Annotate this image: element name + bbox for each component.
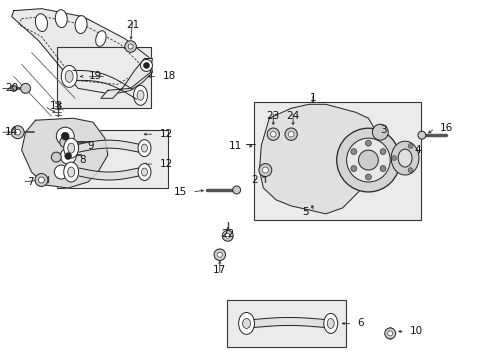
- Ellipse shape: [138, 163, 151, 180]
- Ellipse shape: [63, 162, 79, 182]
- Ellipse shape: [326, 319, 334, 328]
- Ellipse shape: [138, 140, 151, 157]
- Text: 21: 21: [126, 19, 139, 30]
- Text: 23: 23: [266, 111, 279, 121]
- Circle shape: [61, 132, 69, 140]
- Text: 24: 24: [286, 111, 299, 121]
- Circle shape: [350, 149, 356, 154]
- Ellipse shape: [390, 141, 418, 175]
- Circle shape: [214, 249, 225, 261]
- Circle shape: [54, 165, 68, 179]
- Polygon shape: [101, 58, 152, 98]
- Ellipse shape: [137, 90, 143, 100]
- Text: 8: 8: [79, 155, 85, 165]
- Ellipse shape: [141, 144, 147, 152]
- Circle shape: [15, 129, 20, 135]
- Bar: [57, 130, 167, 188]
- Text: 12: 12: [159, 129, 172, 139]
- Text: 1: 1: [309, 93, 316, 103]
- Circle shape: [365, 140, 370, 146]
- Ellipse shape: [323, 314, 337, 333]
- Polygon shape: [12, 9, 152, 94]
- Circle shape: [56, 127, 74, 145]
- Circle shape: [60, 148, 76, 164]
- Polygon shape: [259, 104, 378, 214]
- Circle shape: [259, 163, 271, 176]
- Text: 14: 14: [5, 127, 18, 137]
- Text: 13: 13: [49, 101, 62, 111]
- Circle shape: [350, 166, 356, 171]
- Ellipse shape: [67, 167, 75, 177]
- Bar: [226, 300, 345, 347]
- Text: 12: 12: [159, 159, 172, 169]
- Ellipse shape: [141, 168, 147, 176]
- Polygon shape: [21, 118, 108, 188]
- Circle shape: [39, 177, 44, 183]
- Ellipse shape: [35, 14, 47, 31]
- Circle shape: [11, 85, 17, 91]
- Ellipse shape: [63, 138, 79, 158]
- Ellipse shape: [133, 85, 147, 105]
- Circle shape: [285, 128, 297, 140]
- Ellipse shape: [242, 319, 250, 328]
- Text: 5: 5: [302, 207, 308, 217]
- Circle shape: [266, 128, 279, 140]
- Text: 11: 11: [228, 141, 241, 151]
- Circle shape: [288, 131, 293, 137]
- Circle shape: [60, 137, 71, 148]
- Circle shape: [391, 156, 396, 161]
- Circle shape: [417, 131, 425, 139]
- Bar: [57, 46, 151, 108]
- Text: 17: 17: [213, 265, 226, 275]
- Circle shape: [384, 328, 395, 339]
- Text: 4: 4: [413, 145, 420, 155]
- Text: 15: 15: [174, 187, 187, 197]
- Text: 20: 20: [5, 84, 18, 93]
- Circle shape: [379, 149, 385, 154]
- Text: 22: 22: [221, 229, 234, 239]
- Circle shape: [64, 153, 72, 159]
- Circle shape: [262, 167, 268, 173]
- Circle shape: [128, 44, 133, 49]
- Ellipse shape: [96, 31, 106, 46]
- Circle shape: [225, 233, 230, 238]
- Ellipse shape: [65, 71, 73, 82]
- Circle shape: [51, 152, 61, 162]
- Circle shape: [222, 230, 233, 241]
- Bar: [254, 102, 420, 220]
- Ellipse shape: [75, 15, 87, 33]
- Circle shape: [11, 126, 24, 139]
- Circle shape: [336, 128, 399, 192]
- Ellipse shape: [61, 66, 77, 87]
- Circle shape: [372, 124, 387, 140]
- Circle shape: [407, 168, 412, 173]
- Circle shape: [140, 59, 152, 71]
- Ellipse shape: [67, 143, 75, 153]
- Circle shape: [365, 174, 370, 180]
- Circle shape: [217, 252, 222, 257]
- Text: 3: 3: [380, 125, 386, 135]
- Circle shape: [124, 41, 136, 52]
- Circle shape: [270, 131, 276, 137]
- Text: 16: 16: [439, 123, 452, 133]
- Text: 6: 6: [357, 319, 364, 328]
- Circle shape: [379, 166, 385, 171]
- Circle shape: [407, 144, 412, 148]
- Circle shape: [35, 174, 48, 186]
- Ellipse shape: [238, 312, 254, 334]
- Circle shape: [358, 150, 378, 170]
- Text: 19: 19: [89, 71, 102, 81]
- Circle shape: [143, 62, 149, 68]
- Text: 18: 18: [162, 71, 175, 81]
- Circle shape: [232, 186, 240, 194]
- Circle shape: [20, 84, 30, 93]
- Circle shape: [387, 331, 392, 336]
- Text: 2: 2: [250, 175, 257, 185]
- Text: 9: 9: [87, 141, 94, 151]
- Text: 7: 7: [27, 177, 34, 187]
- Text: 10: 10: [409, 327, 422, 336]
- Ellipse shape: [397, 149, 411, 167]
- Ellipse shape: [55, 10, 67, 28]
- Circle shape: [346, 138, 389, 182]
